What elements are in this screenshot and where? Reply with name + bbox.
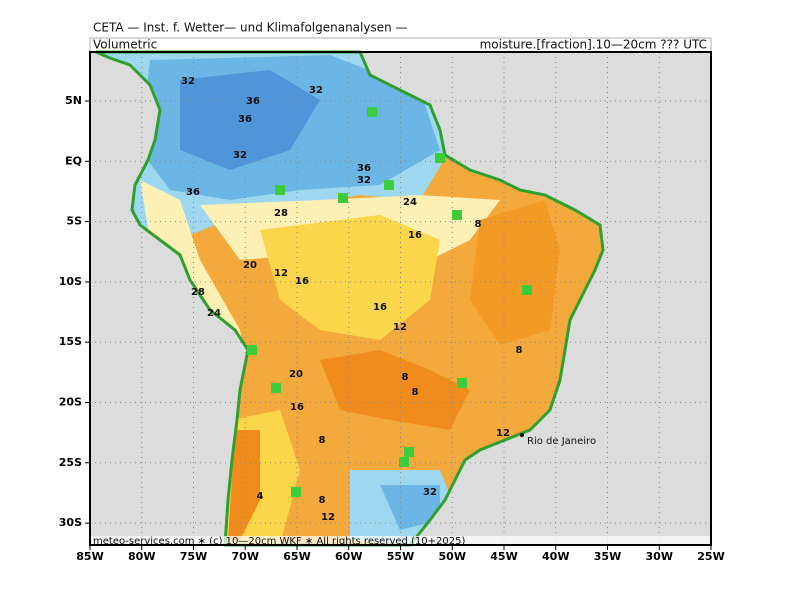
contour-label: 16 xyxy=(295,276,309,287)
header-left: Volumetric xyxy=(93,38,157,52)
contour-label: 16 xyxy=(290,402,304,413)
contour-label: 36 xyxy=(186,187,200,198)
contour-label: 36 xyxy=(238,114,252,125)
lat-label: 20S xyxy=(59,396,82,409)
coast-cell xyxy=(367,107,377,117)
lon-label: 65W xyxy=(283,550,310,563)
contour-label: 8 xyxy=(412,387,419,398)
coast-cell xyxy=(291,487,301,497)
coast-cell xyxy=(399,457,409,467)
lon-label: 30W xyxy=(646,550,673,563)
contour-label: 32 xyxy=(309,85,323,96)
contour-label: 16 xyxy=(408,230,422,241)
city-label: Rio de Janeiro xyxy=(527,436,596,447)
contour-label: 8 xyxy=(319,495,326,506)
lon-label: 60W xyxy=(335,550,362,563)
header-title: CETA — Inst. f. Wetter— und Klimafolgena… xyxy=(93,21,408,35)
contour-label: 12 xyxy=(393,322,407,333)
contour-label: 8 xyxy=(402,372,409,383)
lon-label: 55W xyxy=(387,550,414,563)
lon-label: 80W xyxy=(128,550,155,563)
footer: meteo-services.com ∗ (c) 10—20cm WKF ∗ A… xyxy=(93,536,465,547)
lat-label: 5S xyxy=(66,215,82,228)
contour-label: 32 xyxy=(357,175,371,186)
contour-label: 28 xyxy=(191,287,205,298)
coast-cell xyxy=(452,210,462,220)
coastline xyxy=(95,50,605,547)
lon-label: 75W xyxy=(180,550,207,563)
coast-cell xyxy=(271,383,281,393)
footer-bg xyxy=(90,536,711,545)
coast-cell xyxy=(338,193,348,203)
lat-label: 30S xyxy=(59,516,82,529)
lon-label: 50W xyxy=(439,550,466,563)
lat-label: 25S xyxy=(59,456,82,469)
contour-label: 24 xyxy=(403,197,417,208)
contour-label: 20 xyxy=(289,369,303,380)
moisture-field xyxy=(96,52,603,545)
contour-label: 12 xyxy=(496,428,510,439)
contour-labels: 3236323632362836322416820121628241612820… xyxy=(181,76,532,523)
coast-cell xyxy=(457,378,467,388)
coast-cell xyxy=(404,447,414,457)
lon-label: 40W xyxy=(542,550,569,563)
lon-label: 70W xyxy=(232,550,259,563)
contour-label: 8 xyxy=(319,435,326,446)
contour-label: 12 xyxy=(321,512,335,523)
city-marker xyxy=(520,433,524,437)
contour-label: 36 xyxy=(357,163,371,174)
contour-label: 20 xyxy=(243,260,257,271)
lat-label: 10S xyxy=(59,275,82,288)
lat-label: EQ xyxy=(65,154,82,167)
lon-label: 35W xyxy=(594,550,621,563)
header-right: moisture.[fraction].10—20cm ??? UTC xyxy=(480,38,707,52)
contour-label: 32 xyxy=(181,76,195,87)
coast-cell xyxy=(275,185,285,195)
contour-label: 36 xyxy=(246,96,260,107)
contour-label: 28 xyxy=(274,208,288,219)
contour-label: 8 xyxy=(516,345,523,356)
coast-cell xyxy=(384,180,394,190)
contour-label: 12 xyxy=(274,268,288,279)
lon-label: 85W xyxy=(76,550,103,563)
contour-label: 16 xyxy=(373,302,387,313)
contour-label: 4 xyxy=(257,491,264,502)
coast-cell xyxy=(247,345,257,355)
lat-label: 5N xyxy=(65,94,82,107)
contour-label: 8 xyxy=(475,219,482,230)
lat-label: 15S xyxy=(59,335,82,348)
coast-cell xyxy=(522,285,532,295)
contour-label: 32 xyxy=(423,487,437,498)
coast-cell xyxy=(435,153,445,163)
contour-label: 32 xyxy=(233,150,247,161)
lon-label: 25W xyxy=(697,550,724,563)
lon-label: 45W xyxy=(490,550,517,563)
contour-label: 24 xyxy=(207,308,221,319)
